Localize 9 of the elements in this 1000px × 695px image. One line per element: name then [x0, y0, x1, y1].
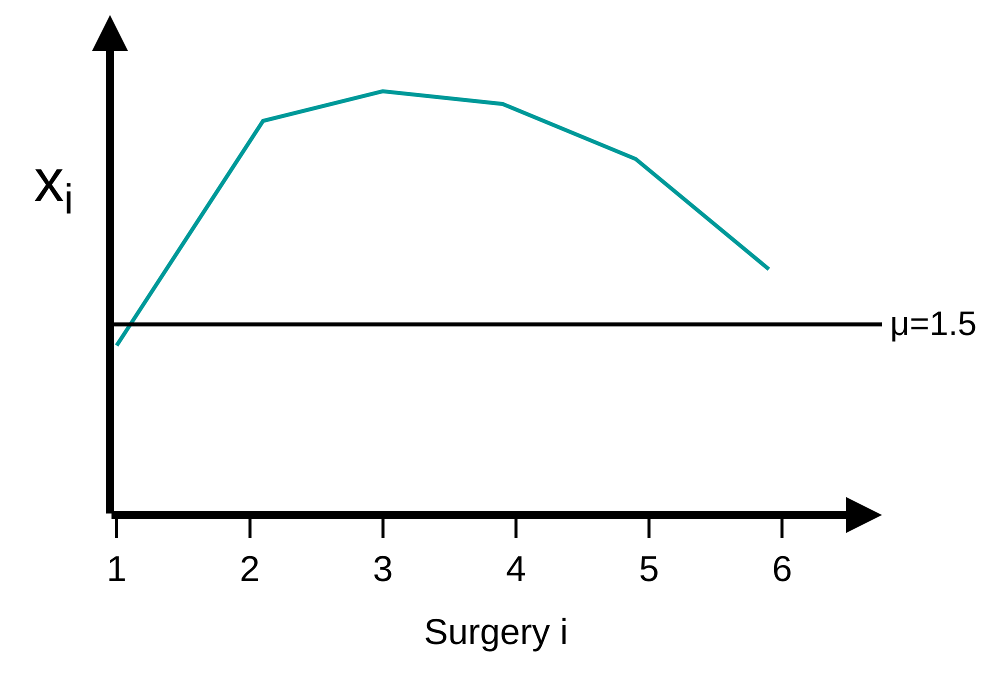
- x-tick-label: 4: [506, 548, 526, 590]
- x-tick-label: 6: [772, 548, 792, 590]
- x-tick-label: 3: [372, 548, 393, 590]
- text: μ=1.5: [890, 305, 977, 343]
- x-tick-label: 5: [639, 548, 660, 590]
- x-tick-label: 1: [106, 548, 127, 590]
- x-axis-title: Surgery i: [424, 610, 568, 652]
- y-axis-title: x$_{i}$: [34, 147, 74, 223]
- x-tick-label: 2: [240, 548, 260, 590]
